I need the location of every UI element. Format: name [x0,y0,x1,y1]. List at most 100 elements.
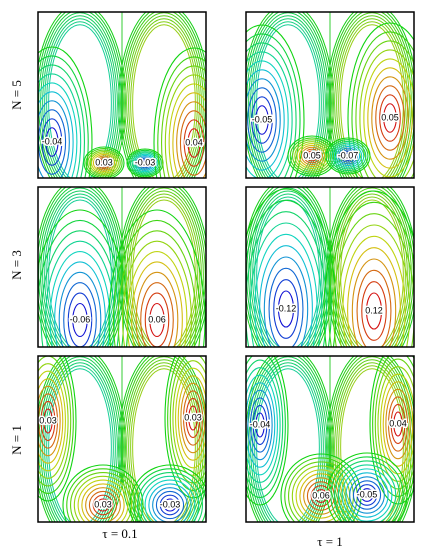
contour-line [153,47,206,178]
contour-line [49,251,111,347]
contour-line [112,219,202,347]
contour-line [40,356,120,522]
contour-line [38,12,124,178]
contour-line [38,363,69,479]
contour-line [344,152,352,160]
contour-line [390,403,406,445]
contour-line [62,464,144,522]
contour-line [291,139,333,173]
contour-line [246,12,332,178]
contour-line [120,356,206,522]
contour-line [326,452,408,522]
contour-line [345,472,389,518]
contour-line [382,381,414,467]
contour-line [360,488,374,502]
contour-panel [246,12,414,178]
panel-border [37,186,207,348]
contour-line [58,271,102,347]
contour-line [98,158,110,168]
contour-line [38,46,93,178]
contour-line [120,12,206,178]
contour-line [126,359,202,522]
contour-line [246,211,328,347]
contour-line [277,290,295,328]
contour-label: 0.06 [312,490,330,500]
contour-line [246,78,281,162]
contour-line [335,145,361,167]
contour-label: -0.12 [276,303,297,313]
contour-line [38,356,124,522]
contour-line [40,400,56,442]
contour-line [349,476,385,514]
contour-line [331,142,365,170]
contour-line [40,230,120,347]
contour-line [246,33,301,178]
contour-line [132,368,196,522]
contour-line [252,18,324,178]
contour-line [246,367,281,483]
contour-line [168,83,206,178]
contour-line [352,480,382,510]
contour-line [301,146,323,166]
contour-label: -0.03 [160,499,181,509]
contour-line [54,261,106,347]
contour-line [38,64,85,178]
contour-label: -0.03 [135,157,156,167]
column-label: τ = 1 [317,534,343,549]
contour-label: 0.12 [365,305,383,315]
contour-line [85,487,121,522]
contour-line [63,282,97,347]
contour-line [137,472,203,522]
contour-line [246,356,286,498]
contour-line [339,149,357,163]
contour-label: -0.04 [42,136,63,146]
contour-line [96,157,112,169]
contour-line [42,15,118,178]
contour-line [41,118,63,166]
contour-line [157,56,206,178]
contour-line [338,21,406,178]
contour-line [38,356,126,522]
contour-line [132,24,196,178]
contour-line [72,302,88,338]
contour-line [255,412,265,438]
contour-panel [246,187,414,347]
contour-panel [38,187,206,347]
contour-line [120,187,206,347]
contour-line [118,12,206,178]
contour-line [126,15,202,178]
contour-line [70,472,136,522]
contour-line [303,148,321,164]
contour-line [73,475,133,522]
contour-line [252,362,324,522]
contour-line [255,105,269,135]
contour-line [38,187,126,347]
contour-label: -0.05 [357,489,378,499]
contour-line [45,127,59,157]
contour-line [298,144,326,168]
contour-panel [246,356,414,522]
contour-line [246,188,337,347]
row-label: N = 3 [9,250,24,280]
contour-line [341,468,393,522]
contour-line [336,362,408,522]
contour-line [252,404,268,446]
contour-line [294,141,330,171]
contour-line [250,190,326,347]
contour-line [334,15,410,178]
contour-line [340,199,404,347]
contour-line [48,368,112,522]
contour-label: 0.03 [39,415,57,425]
contour-line [83,146,125,178]
contour-line [38,100,70,178]
contour-line [38,91,74,178]
panel-border [37,355,207,523]
contour-line [246,356,334,522]
contour-line [148,483,192,522]
contour-line [81,483,125,522]
contour-line [77,479,129,522]
contour-line [259,245,313,347]
contour-line [48,24,112,178]
contour-line [38,12,126,178]
contour-line [126,251,188,347]
